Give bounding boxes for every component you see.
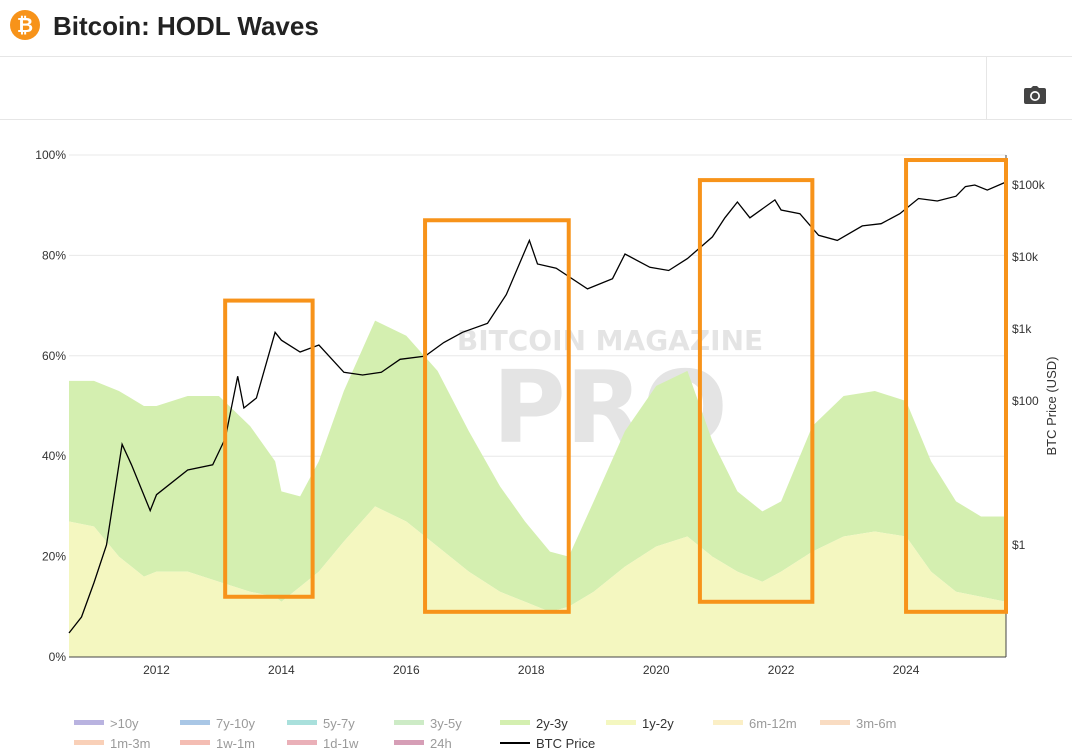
x-tick-label: 2016 (393, 663, 420, 677)
page-title: Bitcoin: HODL Waves (53, 11, 319, 41)
legend-swatch (500, 720, 530, 725)
legend-label: 1w-1m (216, 736, 255, 751)
y-left-tick-label: 80% (42, 248, 66, 262)
legend-label: 7y-10y (216, 716, 256, 731)
y-right-tick-label: $100 (1012, 394, 1039, 408)
legend-label: 3m-6m (856, 716, 896, 731)
y-left-tick-label: 100% (35, 148, 66, 162)
legend-swatch (394, 720, 424, 725)
legend: >10y 7y-10y 5y-7y 3y-5y 2y-3y 1y-2y 6m-12m 3m-6… (74, 716, 896, 751)
x-tick-label: 2018 (518, 663, 545, 677)
legend-swatch (820, 720, 850, 725)
x-tick-label: 2022 (768, 663, 795, 677)
area-1y-2y (69, 506, 1006, 657)
camera-icon[interactable] (1024, 86, 1050, 108)
legend-swatch (74, 720, 104, 725)
y-left-tick-label: 60% (42, 349, 66, 363)
y-right-tick-label: $1 (1012, 538, 1026, 552)
y-left-tick-label: 0% (49, 650, 67, 664)
legend-label: 24h (430, 736, 452, 751)
legend-label: 3y-5y (430, 716, 462, 731)
area-2y-3y (69, 320, 1006, 612)
highlight-box (223, 298, 315, 599)
y-right-axis-title: BTC Price (USD) (1044, 357, 1059, 456)
highlight-box (423, 218, 571, 614)
btc-price-line (68, 181, 1007, 634)
legend-swatch (74, 740, 104, 745)
x-tick-label: 2024 (893, 663, 920, 677)
legend-label: 2y-3y (536, 716, 568, 731)
legend-label: 1y-2y (642, 716, 674, 731)
legend-label: 6m-12m (749, 716, 797, 731)
legend-label: 5y-7y (323, 716, 355, 731)
legend-swatch (180, 740, 210, 745)
legend-label: 1d-1w (323, 736, 359, 751)
bitcoin-logo-icon: ₿ (10, 10, 40, 40)
legend-swatch (287, 720, 317, 725)
x-tick-label: 2020 (643, 663, 670, 677)
highlight-box (697, 178, 815, 604)
y-right-tick-label: $1k (1012, 322, 1032, 336)
legend-swatch (713, 720, 743, 725)
highlight-box (904, 158, 1009, 614)
legend-swatch (606, 720, 636, 725)
legend-swatch (287, 740, 317, 745)
y-left-tick-label: 40% (42, 449, 66, 463)
header: ₿ Bitcoin: HODL Waves (0, 0, 1072, 57)
legend-label: 1m-3m (110, 736, 150, 751)
chart-toolbar (0, 57, 1072, 120)
x-tick-label: 2014 (268, 663, 295, 677)
toolbar-divider (986, 57, 987, 119)
legend-swatch (394, 740, 424, 745)
legend-label: BTC Price (536, 736, 595, 751)
y-right-tick-label: $100k (1012, 178, 1046, 192)
y-right-tick-label: $10k (1012, 250, 1039, 264)
x-tick-label: 2012 (143, 663, 170, 677)
watermark-line1: BITCOIN MAGAZINE (457, 324, 763, 357)
legend-swatch (180, 720, 210, 725)
legend-label: >10y (110, 716, 139, 731)
y-left-tick-label: 20% (42, 550, 66, 564)
